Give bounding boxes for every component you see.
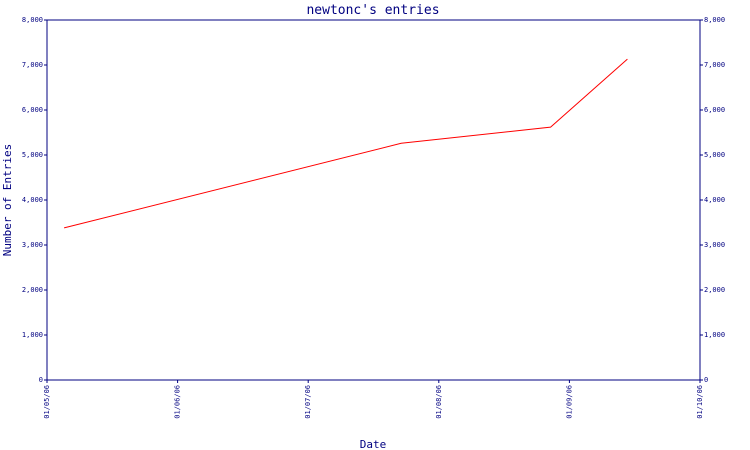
- x-tick-label: 01/10/06: [696, 385, 704, 419]
- y-tick-label-left: 1,000: [22, 331, 43, 339]
- y-tick-label-left: 4,000: [22, 196, 43, 204]
- x-tick-label: 01/08/06: [435, 385, 443, 419]
- x-tick-label: 01/09/06: [565, 385, 573, 419]
- y-axis-left: 0 1,000 2,000 3,000 4,000 5,000 6,000 7,000 8,00…: [22, 16, 47, 384]
- y-tick-label-right: 1,000: [704, 331, 725, 339]
- y-axis-right: 0 1,000 2,000 3,000 4,000 5,000 6,000 7,000 8,00…: [700, 16, 725, 384]
- y-tick-label-right: 7,000: [704, 61, 725, 69]
- x-axis: 01/05/06 01/06/06 01/07/06 01/08/06 01/09/06…: [43, 380, 704, 419]
- y-tick-label-left: 6,000: [22, 106, 43, 114]
- y-tick-label-left: 0: [39, 376, 43, 384]
- y-tick-label-left: 7,000: [22, 61, 43, 69]
- y-tick-label-right: 2,000: [704, 286, 725, 294]
- chart-title: newtonc's entries: [306, 3, 439, 18]
- y-tick-label-right: 5,000: [704, 151, 725, 159]
- series-line: [63, 58, 628, 229]
- y-tick-label-right: 3,000: [704, 241, 725, 249]
- x-tick-label: 01/05/06: [43, 385, 51, 419]
- x-tick-label: 01/06/06: [174, 385, 182, 419]
- y-tick-label-right: 6,000: [704, 106, 725, 114]
- y-tick-label-left: 2,000: [22, 286, 43, 294]
- y-tick-label-left: 8,000: [22, 16, 43, 24]
- x-tick-label: 01/07/06: [304, 385, 312, 419]
- axes: [46, 19, 701, 381]
- y-tick-label-left: 3,000: [22, 241, 43, 249]
- x-axis-label: Date: [360, 438, 387, 450]
- y-tick-label-left: 5,000: [22, 151, 43, 159]
- plot-frame: [46, 19, 701, 381]
- y-tick-label-right: 4,000: [704, 196, 725, 204]
- y-tick-label-right: 8,000: [704, 16, 725, 24]
- y-axis-label: Number of Entries: [1, 144, 14, 257]
- data-series: [63, 58, 628, 229]
- y-tick-label-right: 0: [704, 376, 708, 384]
